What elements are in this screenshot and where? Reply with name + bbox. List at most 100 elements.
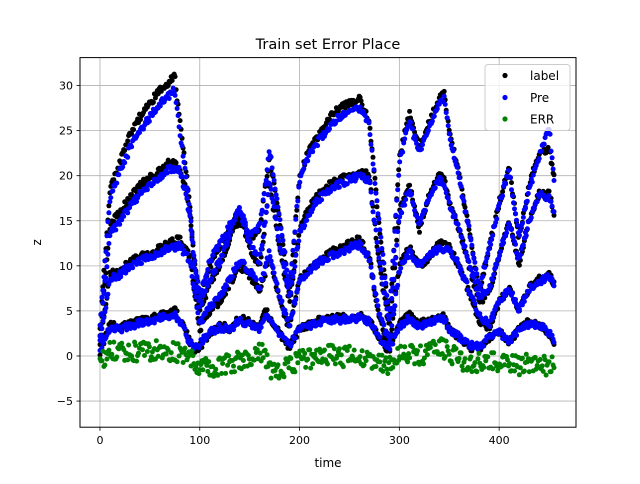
- point-err: [200, 367, 206, 373]
- point-pre: [548, 148, 554, 154]
- point-pre: [218, 259, 224, 265]
- point-err: [539, 363, 545, 369]
- point-pre: [181, 159, 187, 165]
- point-pre: [256, 260, 262, 266]
- point-err: [459, 363, 465, 369]
- point-pre: [257, 286, 263, 292]
- point-pre: [396, 172, 402, 178]
- point-label: [111, 177, 117, 183]
- point-pre: [456, 175, 462, 181]
- point-err: [114, 354, 120, 360]
- point-err: [223, 370, 229, 376]
- point-pre: [524, 198, 530, 204]
- point-err: [259, 342, 265, 347]
- point-pre: [520, 242, 526, 248]
- point-pre: [474, 271, 480, 277]
- point-pre: [443, 317, 449, 323]
- point-pre: [290, 310, 296, 316]
- point-pre: [455, 221, 461, 227]
- point-pre: [179, 173, 185, 179]
- point-err: [469, 369, 475, 375]
- point-pre: [225, 239, 231, 245]
- point-pre: [386, 339, 392, 345]
- point-pre: [192, 258, 198, 264]
- point-pre: [278, 226, 284, 232]
- point-pre: [263, 209, 269, 215]
- point-pre: [119, 329, 125, 335]
- point-err: [182, 345, 188, 351]
- point-pre: [97, 333, 103, 339]
- point-err: [106, 347, 112, 353]
- point-pre: [177, 133, 183, 139]
- point-err: [491, 350, 497, 356]
- point-err: [134, 358, 140, 364]
- point-pre: [425, 128, 431, 133]
- point-pre: [468, 267, 474, 273]
- point-pre: [227, 235, 233, 241]
- point-err: [361, 362, 367, 368]
- point-label: [177, 234, 183, 240]
- point-pre: [447, 137, 453, 143]
- point-pre: [259, 242, 265, 248]
- point-pre: [127, 205, 133, 211]
- point-pre: [170, 85, 176, 91]
- point-pre: [484, 255, 490, 261]
- point-err: [257, 350, 263, 356]
- point-label: [111, 320, 117, 325]
- point-err: [410, 344, 416, 350]
- point-err: [116, 346, 122, 352]
- point-pre: [276, 238, 282, 244]
- point-pre: [538, 148, 544, 154]
- point-pre: [326, 257, 331, 263]
- point-pre: [377, 260, 383, 266]
- point-pre: [176, 124, 182, 130]
- point-pre: [186, 201, 192, 207]
- point-pre: [397, 269, 403, 275]
- point-err: [432, 342, 438, 348]
- point-pre: [209, 258, 215, 264]
- point-pre: [509, 187, 514, 193]
- point-err: [405, 359, 411, 365]
- point-err: [540, 368, 546, 374]
- point-pre: [367, 257, 373, 263]
- point-pre: [530, 172, 536, 178]
- point-pre: [236, 205, 242, 210]
- point-pre: [461, 198, 467, 204]
- point-pre: [274, 225, 280, 231]
- point-pre: [500, 193, 506, 199]
- point-err: [142, 353, 147, 358]
- point-pre: [274, 281, 280, 287]
- point-pre: [222, 287, 228, 293]
- point-pre: [372, 220, 378, 226]
- point-pre: [129, 144, 135, 150]
- y-tick-label: 20: [59, 170, 73, 183]
- point-err: [453, 346, 459, 352]
- point-pre: [204, 271, 210, 277]
- point-err: [153, 338, 159, 344]
- x-tick-label: 100: [189, 434, 210, 447]
- point-label: [378, 270, 384, 276]
- point-pre: [113, 227, 119, 233]
- point-err: [543, 372, 549, 378]
- point-label: [97, 352, 103, 358]
- point-pre: [375, 303, 381, 309]
- point-pre: [390, 341, 396, 347]
- point-pre: [509, 227, 514, 233]
- point-pre: [193, 294, 199, 300]
- point-pre: [134, 199, 140, 205]
- point-err: [373, 364, 379, 369]
- point-err: [476, 350, 482, 356]
- point-err: [292, 369, 298, 375]
- point-pre: [331, 186, 337, 192]
- point-err: [474, 369, 480, 375]
- point-pre: [271, 204, 277, 210]
- point-pre: [498, 249, 504, 254]
- point-pre: [110, 188, 116, 194]
- point-label: [138, 117, 143, 123]
- point-pre: [491, 272, 497, 278]
- point-err: [526, 369, 532, 375]
- point-pre: [415, 215, 420, 220]
- point-err: [519, 355, 525, 361]
- point-pre: [367, 317, 373, 323]
